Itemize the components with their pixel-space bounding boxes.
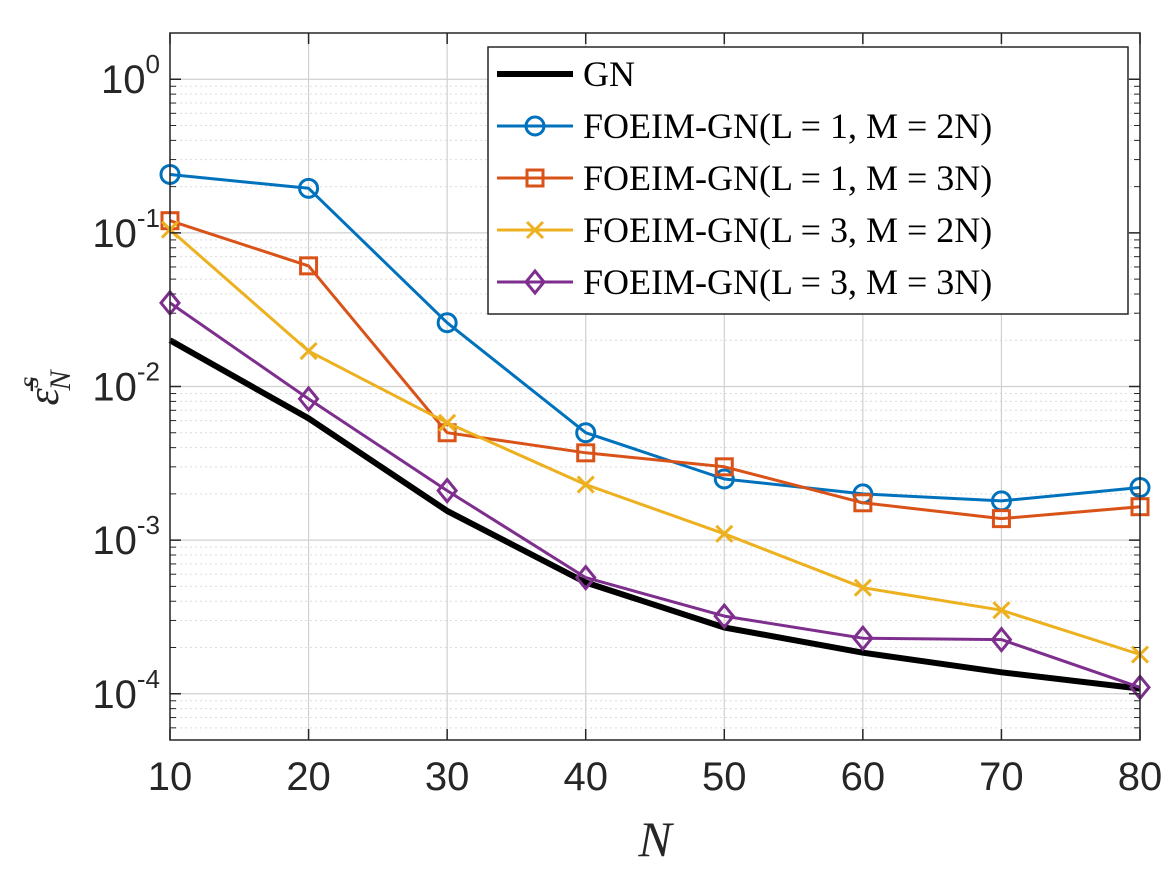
x-tick-label: 20	[286, 755, 331, 799]
data-point-circle	[298, 177, 320, 199]
data-point-square	[576, 443, 596, 463]
x-tick-label: 70	[979, 755, 1024, 799]
legend-item: FOEIM-GN(L = 1, M = 2N)	[497, 106, 992, 146]
data-point-circle	[524, 115, 546, 137]
data-point-diamond	[851, 624, 874, 652]
legend: GN FOEIM-GN(L = 1, M = 2N) FOEIM-GN(L = 1,…	[487, 46, 1129, 315]
data-point-diamond	[713, 602, 736, 630]
data-point-x	[438, 413, 457, 432]
y-tick-label: 10-1	[92, 203, 160, 256]
y-axis-title-superscript: s	[12, 376, 45, 388]
series-1	[159, 163, 1151, 512]
data-point-diamond	[297, 385, 320, 413]
data-point-x	[299, 342, 318, 361]
data-point-diamond	[436, 477, 459, 504]
data-point-x	[992, 601, 1011, 620]
series-line	[169, 219, 1141, 521]
y-axis-title: ε̄sN	[12, 368, 77, 405]
series-line	[168, 337, 1141, 692]
legend-box	[487, 46, 1129, 315]
data-point-square	[714, 457, 734, 477]
data-point-x	[715, 524, 734, 543]
data-point-circle	[713, 468, 735, 490]
series-line	[169, 301, 1141, 689]
y-tick-base: 10	[92, 212, 137, 256]
x-tick-label: 80	[1118, 755, 1163, 799]
y-tick-exponent: -4	[137, 664, 160, 694]
x-tick-labels: 10 20 30 40 50 60 70 80	[148, 755, 1163, 799]
series-line	[169, 228, 1141, 656]
legend-label: GN	[583, 54, 635, 94]
legend-item: FOEIM-GN(L = 1, M = 3N)	[497, 158, 992, 198]
data-point-circle	[575, 422, 597, 444]
y-tick-label: 10-2	[92, 357, 160, 410]
series-line	[169, 173, 1141, 503]
legend-item: GN	[497, 54, 635, 94]
data-point-diamond	[524, 268, 546, 296]
data-point-circle	[436, 312, 458, 334]
y-tick-base: 10	[92, 519, 137, 563]
legend-label: FOEIM-GN(L = 3, M = 3N)	[583, 262, 992, 302]
svg-text:ε̄sN: ε̄sN	[12, 368, 77, 405]
data-point-diamond	[990, 626, 1013, 654]
data-point-diamond	[574, 564, 597, 591]
series-0	[168, 337, 1141, 692]
legend-label: FOEIM-GN(L = 3, M = 2N)	[583, 210, 992, 250]
y-axis-title-subscript: N	[44, 368, 77, 391]
legend-label: FOEIM-GN(L = 1, M = 3N)	[583, 158, 992, 198]
tick-marks	[169, 33, 1141, 740]
data-point-x	[576, 475, 595, 494]
y-tick-base: 10	[92, 366, 137, 410]
legend-item: FOEIM-GN(L = 3, M = 3N)	[497, 262, 992, 302]
data-point-square	[525, 168, 545, 188]
x-axis-title: N	[637, 811, 674, 867]
y-tick-exponent: 0	[146, 49, 160, 79]
y-tick-base: 10	[92, 673, 137, 717]
x-tick-label: 10	[148, 755, 193, 799]
data-point-x	[853, 578, 872, 597]
series-4	[159, 289, 1151, 701]
data-point-square	[991, 509, 1011, 529]
legend-label: FOEIM-GN(L = 1, M = 2N)	[583, 106, 992, 146]
y-tick-label: 100	[101, 49, 160, 102]
y-tick-label: 10-3	[92, 510, 160, 563]
x-tick-label: 50	[702, 755, 747, 799]
data-point-x	[525, 220, 545, 240]
series-3	[160, 220, 1150, 664]
x-tick-label: 60	[841, 755, 886, 799]
y-tick-exponent: -1	[137, 203, 160, 233]
y-tick-base: 10	[101, 58, 146, 102]
data-point-square	[853, 493, 873, 513]
y-tick-exponent: -3	[137, 510, 160, 540]
data-point-square	[299, 256, 319, 276]
y-tick-exponent: -2	[137, 357, 160, 387]
legend-item: FOEIM-GN(L = 3, M = 2N)	[497, 210, 992, 250]
x-tick-label: 40	[563, 755, 608, 799]
series-layer	[159, 163, 1151, 701]
x-tick-label: 30	[425, 755, 470, 799]
y-tick-label: 10-4	[92, 664, 160, 717]
